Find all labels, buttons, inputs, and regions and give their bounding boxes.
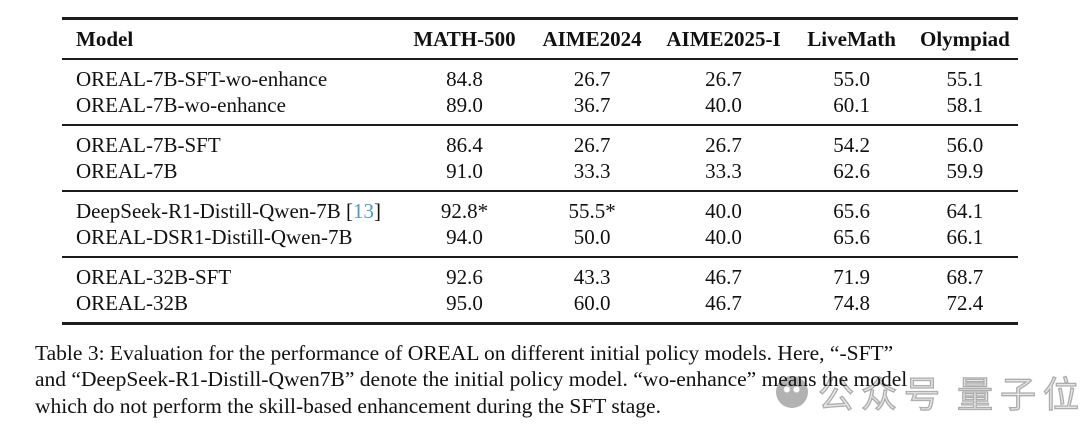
score-cell: 55.5* bbox=[568, 199, 616, 223]
score-cell: 65.6 bbox=[833, 199, 870, 223]
score-cell: 56.0 bbox=[946, 133, 984, 157]
score-cell: 54.2 bbox=[833, 133, 870, 157]
model-name: OREAL-DSR1-Distill-Qwen-7B bbox=[76, 225, 353, 249]
model-name: OREAL-32B-SFT bbox=[76, 265, 232, 289]
model-name-cell: OREAL-7B-SFT bbox=[62, 125, 400, 158]
table-row: OREAL-7B-SFT-wo-enhance 84.8 26.7 26.7 55.0 5… bbox=[62, 59, 1018, 92]
table-row: OREAL-32B-SFT 92.6 43.3 46.7 71.9 68.7 bbox=[62, 257, 1018, 290]
table-caption: Table 3: Evaluation for the performance … bbox=[35, 340, 907, 419]
score-cell: 66.1 bbox=[946, 225, 984, 249]
caption-line: Table 3: Evaluation for the performance … bbox=[35, 341, 894, 365]
model-name: OREAL-7B-SFT-wo-enhance bbox=[76, 67, 328, 91]
score-cell: 89.0 bbox=[446, 93, 483, 117]
score-cell: 95.0 bbox=[446, 291, 483, 315]
score-cell: 33.3 bbox=[705, 159, 742, 183]
score-cell: 43.3 bbox=[573, 265, 611, 289]
score-cell: 26.7 bbox=[705, 133, 742, 157]
column-header-livemath: LiveMath bbox=[807, 27, 896, 51]
score-cell: 40.0 bbox=[705, 93, 742, 117]
table-row: OREAL-7B-SFT 86.4 26.7 26.7 54.2 56.0 bbox=[62, 125, 1018, 158]
column-header-model: Model bbox=[76, 27, 134, 51]
score-cell: 46.7 bbox=[705, 291, 742, 315]
score-cell: 86.4 bbox=[446, 133, 483, 157]
model-name-cell: DeepSeek-R1-Distill-Qwen-7B [13] bbox=[62, 191, 400, 224]
table-row: OREAL-DSR1-Distill-Qwen-7B 94.0 50.0 40.0 65… bbox=[62, 224, 1018, 257]
score-cell: 26.7 bbox=[573, 133, 611, 157]
score-cell: 40.0 bbox=[705, 225, 742, 249]
score-cell: 84.8 bbox=[446, 67, 483, 91]
model-name: OREAL-32B bbox=[76, 291, 188, 315]
model-name: OREAL-7B bbox=[76, 159, 178, 183]
score-cell: 72.4 bbox=[946, 291, 984, 315]
model-name: OREAL-7B-SFT bbox=[76, 133, 221, 157]
table-row: OREAL-7B 91.0 33.3 33.3 62.6 59.9 bbox=[62, 158, 1018, 191]
caption-line: and “DeepSeek-R1-Distill-Qwen7B” denote … bbox=[35, 367, 908, 392]
score-cell: 91.0 bbox=[446, 159, 483, 183]
score-cell: 55.1 bbox=[946, 67, 984, 91]
score-cell: 50.0 bbox=[573, 225, 611, 249]
score-cell: 55.0 bbox=[833, 67, 870, 91]
score-cell: 65.6 bbox=[833, 225, 870, 249]
table-row: OREAL-32B 95.0 60.0 46.7 74.8 72.4 bbox=[62, 290, 1018, 324]
citation-bracket: [ bbox=[346, 199, 354, 223]
score-cell: 68.7 bbox=[946, 265, 984, 289]
column-header-aime2024: AIME2024 bbox=[542, 27, 642, 51]
score-cell: 33.3 bbox=[573, 159, 611, 183]
score-cell: 74.8 bbox=[833, 291, 870, 315]
model-group-2: OREAL-7B-SFT 86.4 26.7 26.7 54.2 56.0 OREAL-7B… bbox=[62, 125, 1018, 191]
score-cell: 94.0 bbox=[446, 225, 483, 249]
model-name-cell: OREAL-7B-SFT-wo-enhance bbox=[62, 59, 400, 92]
column-header-math-500: MATH-500 bbox=[413, 27, 516, 51]
model-name-cell: OREAL-32B-SFT bbox=[62, 257, 400, 290]
model-name-cell: OREAL-7B-wo-enhance bbox=[62, 92, 400, 125]
citation-bracket: ] bbox=[374, 199, 382, 223]
column-header-olympiad: Olympiad bbox=[920, 27, 1010, 51]
results-table: Model MATH-500 AIME2024 AIME2025-I LiveMath O… bbox=[62, 17, 1018, 325]
score-cell: 92.6 bbox=[446, 265, 483, 289]
column-header-aime2025-i: AIME2025-I bbox=[666, 27, 781, 51]
score-cell: 64.1 bbox=[946, 199, 984, 223]
score-cell: 46.7 bbox=[705, 265, 742, 289]
score-cell: 26.7 bbox=[705, 67, 742, 91]
model-name-cell: OREAL-7B bbox=[62, 158, 400, 191]
model-group-3: DeepSeek-R1-Distill-Qwen-7B [13] 92.8* 55.… bbox=[62, 191, 1018, 257]
model-group-1: OREAL-7B-SFT-wo-enhance 84.8 26.7 26.7 55.0 5… bbox=[62, 59, 1018, 125]
score-cell: 92.8* bbox=[440, 199, 489, 223]
score-cell: 60.0 bbox=[573, 291, 611, 315]
caption-line: which do not perform the skill-based enh… bbox=[35, 393, 661, 418]
model-name: DeepSeek-R1-Distill-Qwen-7B bbox=[76, 199, 341, 223]
score-cell: 36.7 bbox=[573, 93, 611, 117]
score-cell: 60.1 bbox=[833, 93, 870, 117]
score-cell: 58.1 bbox=[946, 93, 984, 117]
header-row: Model MATH-500 AIME2024 AIME2025-I LiveMath O… bbox=[62, 19, 1018, 60]
citation-link[interactable]: 13 bbox=[353, 199, 375, 223]
table-row: OREAL-7B-wo-enhance 89.0 36.7 40.0 60.1 58.1 bbox=[62, 92, 1018, 125]
score-cell: 59.9 bbox=[946, 159, 984, 183]
table-header: Model MATH-500 AIME2024 AIME2025-I LiveMath O… bbox=[62, 19, 1018, 60]
score-cell: 26.7 bbox=[573, 67, 611, 91]
table-row: DeepSeek-R1-Distill-Qwen-7B [13] 92.8* 55.… bbox=[62, 191, 1018, 224]
model-name-cell: OREAL-32B bbox=[62, 290, 400, 324]
score-cell: 62.6 bbox=[833, 159, 870, 183]
score-cell: 71.9 bbox=[833, 265, 870, 289]
model-group-4: OREAL-32B-SFT 92.6 43.3 46.7 71.9 68.7 OREAL-3… bbox=[62, 257, 1018, 324]
model-name: OREAL-7B-wo-enhance bbox=[76, 93, 286, 117]
watermark-text-right: 量子位 bbox=[956, 374, 1080, 416]
model-name-cell: OREAL-DSR1-Distill-Qwen-7B bbox=[62, 224, 400, 257]
score-cell: 40.0 bbox=[705, 199, 742, 223]
